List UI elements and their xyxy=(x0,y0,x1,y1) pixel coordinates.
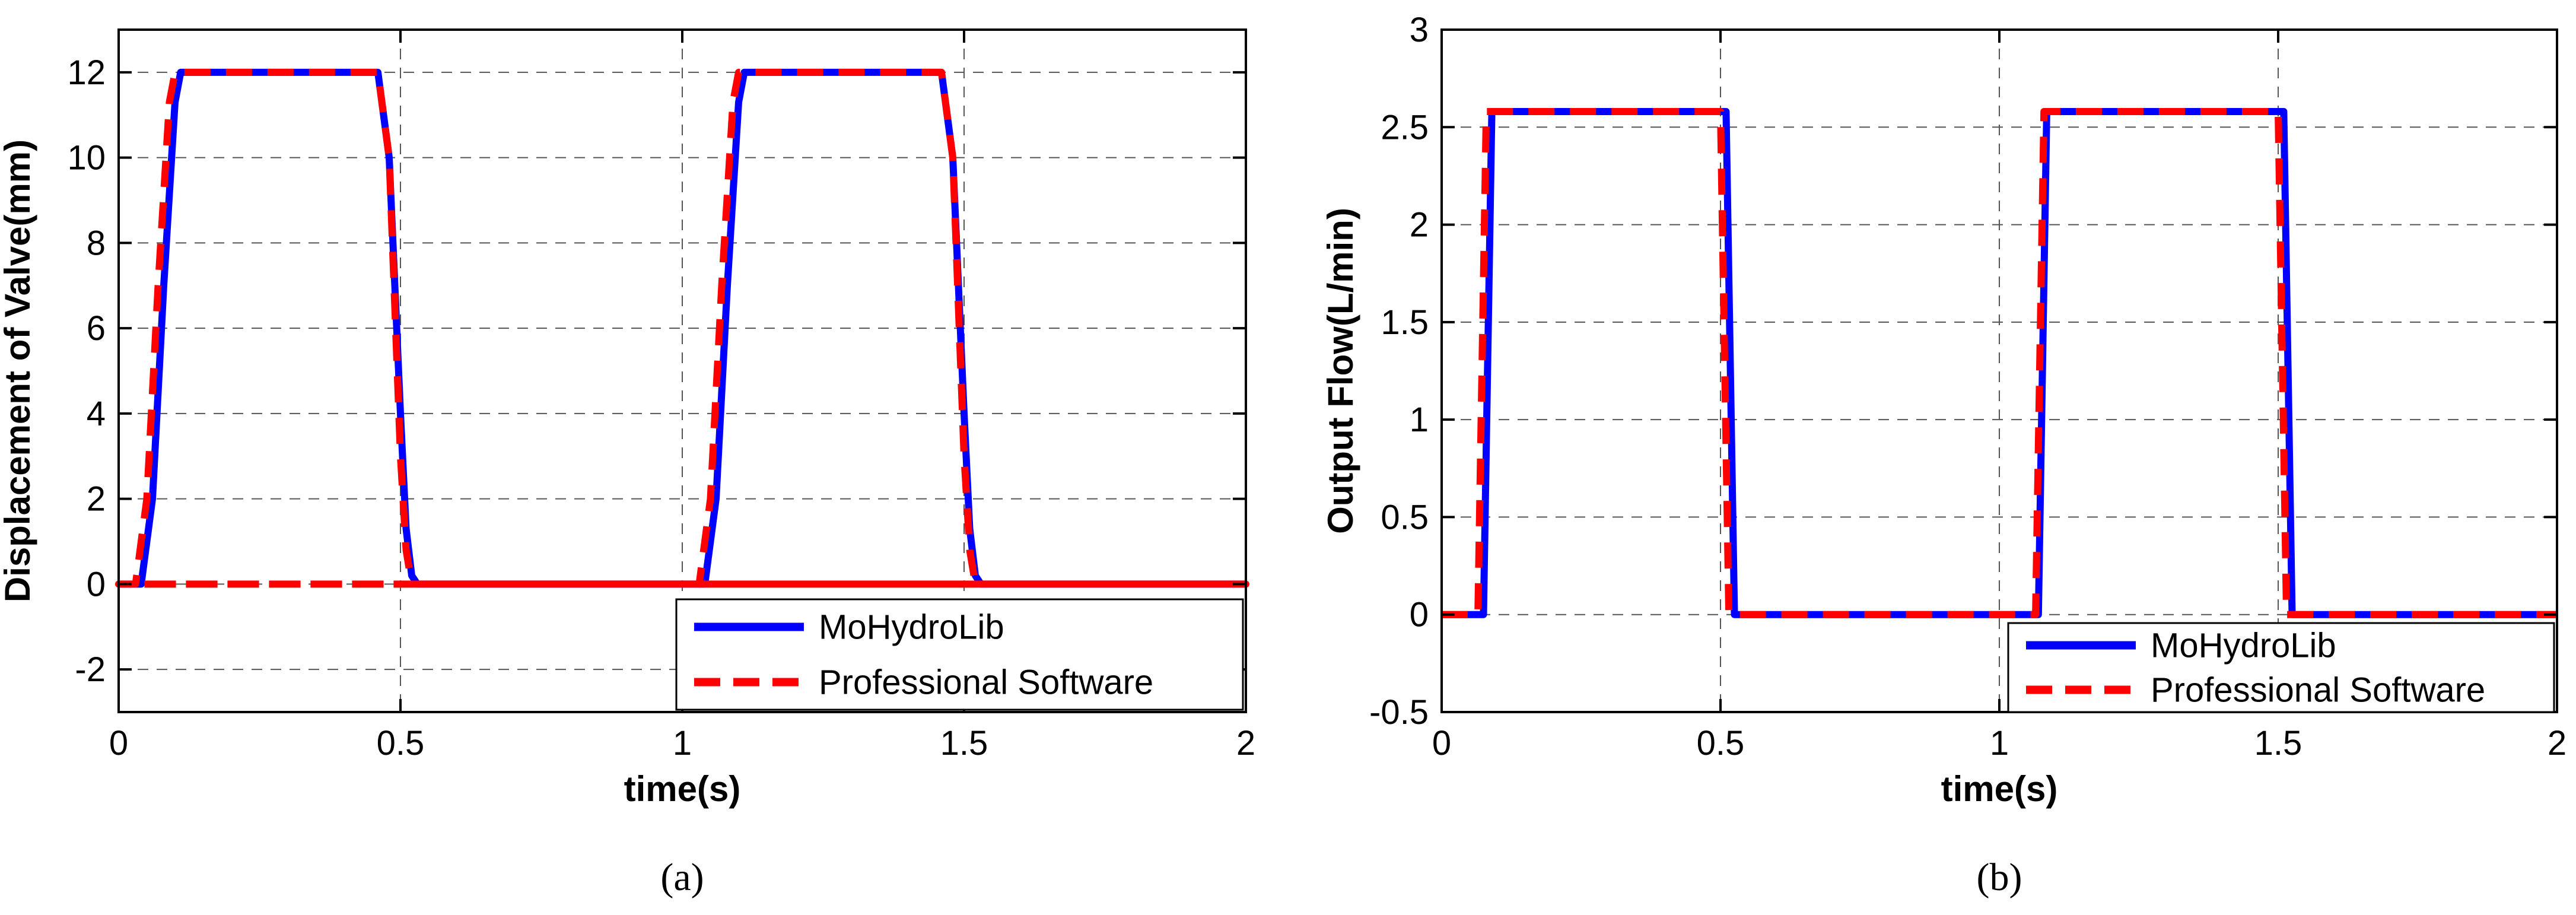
panel-a-x-tick-label-0: 0 xyxy=(109,724,128,762)
panel-a-y-tick-label-2: 2 xyxy=(87,480,106,519)
panel-b-y-tick-label-1: 0 xyxy=(1410,596,1429,634)
panel-a-y-tick-label-0: -2 xyxy=(75,650,106,689)
panel-b-label: (b) xyxy=(1977,856,2022,899)
panel-a-y-axis-label: Displacement of Valve(mm) xyxy=(0,139,37,602)
panel-a-legend: MoHydroLib Professional Software xyxy=(675,598,1244,711)
panel-b-series-line-professional-software xyxy=(1442,108,2557,618)
panel-b-x-axis-label: time(s) xyxy=(1941,769,2058,809)
panel-b-y-tick-label-0: -0.5 xyxy=(1369,693,1429,732)
panel-b-legend-box xyxy=(2007,622,2555,713)
panel-b-y-tick-label-6: 2.5 xyxy=(1381,108,1429,147)
panel-b-y-tick-label-7: 3 xyxy=(1410,11,1429,49)
panel-b-y-axis-label: Output Flow(L/min) xyxy=(1321,208,1360,534)
panel-b-legend-label-1: Professional Software xyxy=(2151,671,2485,710)
panel-b-legend: MoHydroLib Professional Software xyxy=(2007,622,2555,713)
panel-b-x-tick-label-3: 1.5 xyxy=(2254,724,2303,762)
panel-a-legend-label-1: Professional Software xyxy=(819,663,1153,702)
panel-a-x-tick-label-3: 1.5 xyxy=(940,724,988,762)
panel-b-x-tick-label-1: 0.5 xyxy=(1697,724,1745,762)
panel-b-y-tick-label-2: 0.5 xyxy=(1381,498,1429,536)
panel-a-legend-box xyxy=(675,598,1244,711)
panel-a-x-tick-label-4: 2 xyxy=(1236,724,1255,762)
panel-b-series xyxy=(1442,108,2557,618)
panel-b-y-tick-label-3: 1 xyxy=(1410,401,1429,439)
panel-a-y-tick-label-7: 12 xyxy=(67,53,106,92)
panel-b-y-tick-label-5: 2 xyxy=(1410,206,1429,244)
panel-b-legend-label-0: MoHydroLib xyxy=(2151,627,2336,665)
panel-b-x-tick-label-2: 1 xyxy=(1990,724,2009,762)
panel-a-y-tick-label-5: 8 xyxy=(87,224,106,262)
panel-b-grid xyxy=(1442,30,2557,712)
panel-a-y-tick-label-1: 0 xyxy=(87,565,106,603)
panel-b-chart: 0 0.5 1 1.5 2-0.500.511.522.53 time(s) Outpu… xyxy=(1321,11,2567,899)
panel-a-y-tick-label-4: 6 xyxy=(87,309,106,348)
panel-b-y-tick-label-4: 1.5 xyxy=(1381,303,1429,342)
panel-a-label: (a) xyxy=(660,856,704,899)
panel-a-y-tick-label-6: 10 xyxy=(67,139,106,177)
panel-a-x-axis-label: time(s) xyxy=(624,769,741,809)
panel-a-x-tick-label-1: 0.5 xyxy=(377,724,425,762)
panel-a-x-tick-label-2: 1 xyxy=(673,724,692,762)
panel-a-y-tick-label-3: 4 xyxy=(87,395,106,433)
panel-b-ticks: 0 0.5 1 1.5 2-0.500.511.522.53 xyxy=(1369,11,2567,762)
panel-b-x-tick-label-0: 0 xyxy=(1432,724,1451,762)
panel-a-legend-label-0: MoHydroLib xyxy=(819,608,1004,647)
panel-b-x-tick-label-4: 2 xyxy=(2548,724,2567,762)
